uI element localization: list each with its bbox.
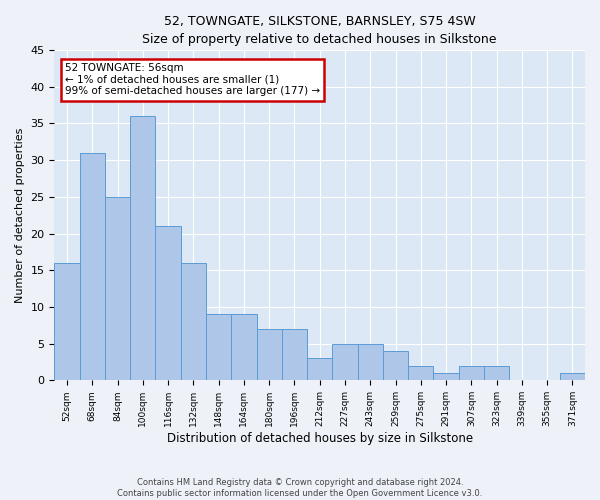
- Bar: [383, 351, 408, 380]
- Y-axis label: Number of detached properties: Number of detached properties: [15, 128, 25, 303]
- Bar: [358, 344, 383, 380]
- Bar: [257, 329, 282, 380]
- Bar: [181, 263, 206, 380]
- Bar: [484, 366, 509, 380]
- Bar: [55, 263, 80, 380]
- Bar: [206, 314, 231, 380]
- Bar: [560, 373, 585, 380]
- Bar: [433, 373, 458, 380]
- Bar: [80, 152, 105, 380]
- Bar: [332, 344, 358, 380]
- Bar: [130, 116, 155, 380]
- Bar: [105, 197, 130, 380]
- Bar: [307, 358, 332, 380]
- Text: Contains HM Land Registry data © Crown copyright and database right 2024.
Contai: Contains HM Land Registry data © Crown c…: [118, 478, 482, 498]
- Bar: [231, 314, 257, 380]
- Bar: [155, 226, 181, 380]
- Bar: [458, 366, 484, 380]
- X-axis label: Distribution of detached houses by size in Silkstone: Distribution of detached houses by size …: [167, 432, 473, 445]
- Title: 52, TOWNGATE, SILKSTONE, BARNSLEY, S75 4SW
Size of property relative to detached: 52, TOWNGATE, SILKSTONE, BARNSLEY, S75 4…: [142, 15, 497, 46]
- Text: 52 TOWNGATE: 56sqm
← 1% of detached houses are smaller (1)
99% of semi-detached : 52 TOWNGATE: 56sqm ← 1% of detached hous…: [65, 63, 320, 96]
- Bar: [282, 329, 307, 380]
- Bar: [408, 366, 433, 380]
